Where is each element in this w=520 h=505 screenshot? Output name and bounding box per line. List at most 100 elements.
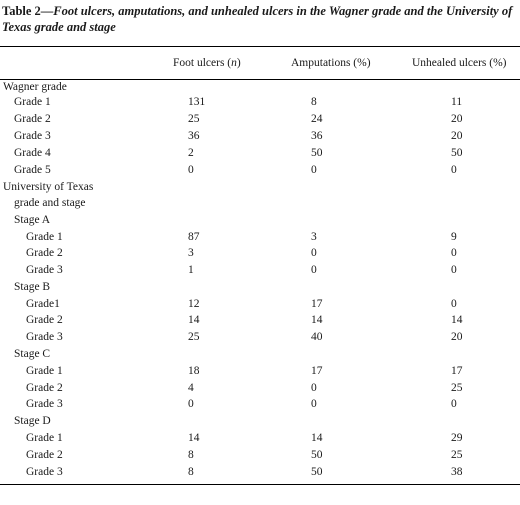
cell-unhealed: 20: [451, 113, 463, 125]
cell-foot-ulcers: 25: [188, 331, 200, 343]
row-label: Grade 3: [14, 130, 51, 142]
cell-amputations: 14: [311, 432, 323, 444]
stage-label-a: Stage A: [14, 214, 51, 226]
cell-foot-ulcers: 25: [188, 113, 200, 125]
cell-foot-ulcers: 0: [188, 164, 194, 176]
row-label: Grade 2: [14, 113, 51, 125]
table-row: Grade 3 8 50 38: [0, 465, 520, 480]
cell-unhealed: 17: [451, 365, 463, 377]
section-label-wagner: Wagner grade: [3, 81, 67, 93]
row-label: Grade1: [26, 298, 60, 310]
table-row: Grade 2 3 0 0: [0, 246, 520, 261]
cell-unhealed: 0: [451, 298, 457, 310]
cell-amputations: 36: [311, 130, 323, 142]
cell-foot-ulcers: 2: [188, 147, 194, 159]
cell-unhealed: 0: [451, 264, 457, 276]
table-row: Grade 5 0 0 0: [0, 163, 520, 178]
row-label: Grade 3: [26, 264, 63, 276]
row-label: Grade 4: [14, 147, 51, 159]
table-row: Grade 2 4 0 25: [0, 381, 520, 396]
cell-foot-ulcers: 36: [188, 130, 200, 142]
col-header-foot-ulcers: Foot ulcers (n): [173, 57, 241, 69]
table-row: Grade 1 18 17 17: [0, 364, 520, 379]
table-row: Grade 2 14 14 14: [0, 313, 520, 328]
cell-amputations: 50: [311, 147, 323, 159]
cell-amputations: 0: [311, 264, 317, 276]
row-label: Grade 2: [26, 247, 63, 259]
row-label: Grade 1: [26, 432, 63, 444]
cell-unhealed: 11: [451, 96, 463, 108]
table-row: Grade 3 0 0 0: [0, 397, 520, 412]
cell-unhealed: 29: [451, 432, 463, 444]
stage-heading-row: Stage C: [0, 347, 520, 362]
cell-foot-ulcers: 131: [188, 96, 206, 108]
cell-amputations: 17: [311, 365, 323, 377]
cell-unhealed: 9: [451, 231, 457, 243]
table-row: Grade 3 1 0 0: [0, 263, 520, 278]
cell-unhealed: 0: [451, 398, 457, 410]
bottom-rule: [0, 484, 520, 485]
cell-foot-ulcers: 3: [188, 247, 194, 259]
stage-heading-row: Stage B: [0, 280, 520, 295]
row-label: Grade 2: [26, 382, 63, 394]
cell-unhealed: 25: [451, 449, 463, 461]
stage-label-d: Stage D: [14, 415, 51, 427]
table-title: Foot ulcers, amputations, and unhealed u…: [2, 4, 513, 34]
cell-unhealed: 25: [451, 382, 463, 394]
cell-foot-ulcers: 1: [188, 264, 194, 276]
cell-unhealed: 38: [451, 466, 463, 478]
cell-amputations: 8: [311, 96, 317, 108]
section-label-ut-line1: University of Texas: [3, 181, 94, 193]
section-heading-row: University of Texas: [0, 180, 520, 195]
cell-amputations: 14: [311, 314, 323, 326]
table-row: Grade 3 36 36 20: [0, 129, 520, 144]
header-rule: [0, 79, 520, 80]
row-label: Grade 5: [14, 164, 51, 176]
section-heading-row: Wagner grade: [0, 80, 520, 95]
cell-amputations: 40: [311, 331, 323, 343]
cell-amputations: 3: [311, 231, 317, 243]
table-row: Grade 4 2 50 50: [0, 146, 520, 161]
cell-amputations: 24: [311, 113, 323, 125]
section-label-ut-line2: grade and stage: [14, 197, 86, 209]
row-label: Grade 3: [26, 331, 63, 343]
row-label: Grade 1: [14, 96, 51, 108]
table-row: Grade 2 8 50 25: [0, 448, 520, 463]
cell-foot-ulcers: 4: [188, 382, 194, 394]
col-header-unhealed: Unhealed ulcers (%): [412, 57, 507, 69]
cell-amputations: 0: [311, 247, 317, 259]
cell-amputations: 50: [311, 466, 323, 478]
table-row: Grade 3 25 40 20: [0, 330, 520, 345]
cell-unhealed: 0: [451, 164, 457, 176]
row-label: Grade 3: [26, 398, 63, 410]
stage-label-b: Stage B: [14, 281, 51, 293]
cell-amputations: 50: [311, 449, 323, 461]
section-heading-row: grade and stage: [0, 196, 520, 211]
table-row: Grade 1 87 3 9: [0, 230, 520, 245]
row-label: Grade 2: [26, 314, 63, 326]
table-row: Grade1 12 17 0: [0, 297, 520, 312]
cell-foot-ulcers: 12: [188, 298, 200, 310]
cell-amputations: 17: [311, 298, 323, 310]
table-row: Grade 2 25 24 20: [0, 112, 520, 127]
cell-unhealed: 14: [451, 314, 463, 326]
table-row: Grade 1 131 8 11: [0, 95, 520, 110]
table-row: Grade 1 14 14 29: [0, 431, 520, 446]
cell-foot-ulcers: 14: [188, 432, 200, 444]
cell-foot-ulcers: 8: [188, 449, 194, 461]
stage-heading-row: Stage D: [0, 414, 520, 429]
top-rule: [0, 46, 520, 47]
col-header-amputations: Amputations (%): [291, 57, 371, 69]
cell-amputations: 0: [311, 164, 317, 176]
cell-amputations: 0: [311, 398, 317, 410]
cell-unhealed: 0: [451, 247, 457, 259]
cell-foot-ulcers: 18: [188, 365, 200, 377]
table-caption: Table 2—Foot ulcers, amputations, and un…: [2, 4, 513, 34]
row-label: Grade 2: [26, 449, 63, 461]
cell-unhealed: 50: [451, 147, 463, 159]
row-label: Grade 1: [26, 231, 63, 243]
cell-foot-ulcers: 87: [188, 231, 200, 243]
cell-amputations: 0: [311, 382, 317, 394]
table-number: Table 2: [2, 4, 41, 18]
